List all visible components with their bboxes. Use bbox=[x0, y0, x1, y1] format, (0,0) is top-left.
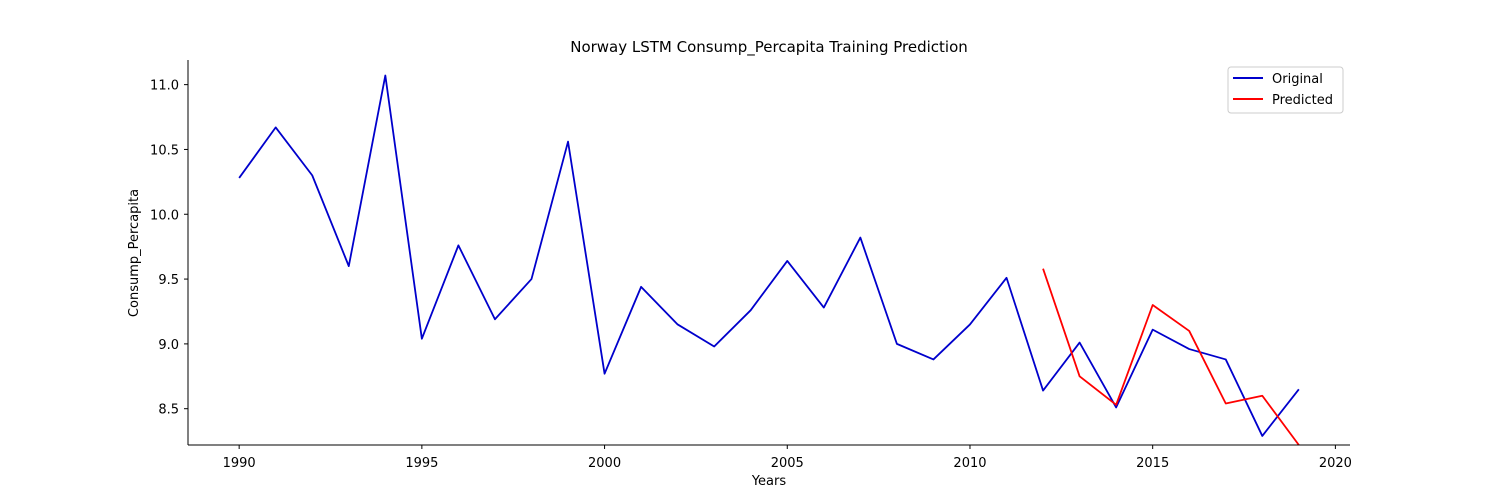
x-tick-label: 1990 bbox=[223, 456, 256, 471]
x-tick-label: 2015 bbox=[1136, 456, 1169, 471]
x-tick-label: 1995 bbox=[405, 456, 438, 471]
series-line-predicted bbox=[1042, 268, 1300, 446]
y-tick-label: 8.5 bbox=[158, 403, 179, 418]
y-tick-label: 11.0 bbox=[150, 79, 179, 94]
y-tick-label: 9.5 bbox=[158, 273, 179, 288]
chart-title: Norway LSTM Consump_Percapita Training P… bbox=[570, 38, 968, 57]
x-axis-title: Years bbox=[751, 474, 787, 489]
legend-label-original: Original bbox=[1272, 72, 1323, 87]
y-axis-title: Consump_Percapita bbox=[127, 189, 142, 317]
x-tick-label: 2010 bbox=[953, 456, 986, 471]
legend-label-predicted: Predicted bbox=[1272, 93, 1333, 108]
y-tick-label: 9.0 bbox=[158, 338, 179, 353]
series-line-original bbox=[238, 74, 1300, 437]
legend: Original Predicted bbox=[1227, 66, 1344, 114]
plot-area: 1990 1995 2000 2005 2010 2015 2020 8.5 9.0 9.5 10… bbox=[150, 60, 1352, 471]
x-tick-label: 2005 bbox=[771, 456, 804, 471]
x-ticks: 1990 1995 2000 2005 2010 2015 2020 bbox=[223, 445, 1352, 471]
x-tick-label: 2020 bbox=[1319, 456, 1352, 471]
series-layer bbox=[238, 74, 1300, 446]
y-tick-label: 10.5 bbox=[150, 143, 179, 158]
y-ticks: 8.5 9.0 9.5 10.0 10.5 11.0 bbox=[150, 79, 188, 418]
y-tick-label: 10.0 bbox=[150, 208, 179, 223]
x-tick-label: 2000 bbox=[588, 456, 621, 471]
